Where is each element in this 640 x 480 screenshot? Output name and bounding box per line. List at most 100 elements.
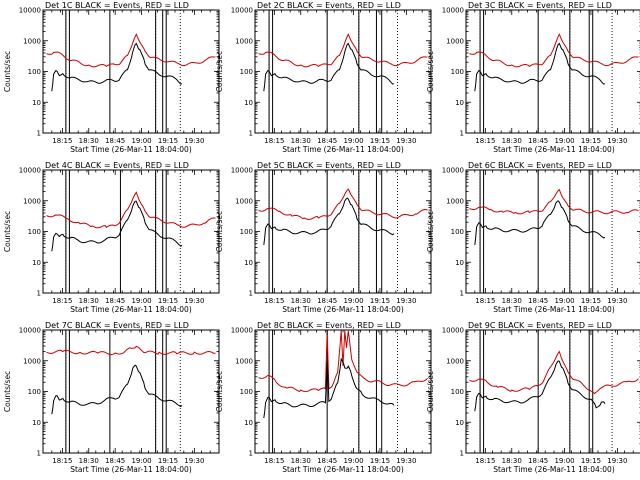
detector-panel: Det 2C BLACK = Events, RED = LLD 1 10 100 10… [215, 1, 432, 154]
x-axis-label: Start Time (26-Mar-11 18:04:00) [282, 305, 404, 314]
y-tick-label: 100 [28, 228, 41, 236]
detector-panel: Det 4C BLACK = Events, RED = LLD 1 10 100 10… [3, 161, 220, 314]
y-axis-label: Counts/sec [3, 51, 12, 92]
x-tick-label: 18:30 [79, 297, 99, 305]
plot-frame [465, 9, 640, 134]
y-tick-label: 1000 [446, 37, 464, 45]
lld-series-line [258, 188, 428, 221]
y-tick-label: 1000 [446, 197, 464, 205]
x-tick-label: 19:30 [396, 457, 416, 465]
x-tick-label: 19:00 [343, 137, 363, 145]
y-tick-label: 10 [455, 259, 464, 267]
detector-panel: Det 8C BLACK = Events, RED = LLD 1 10 100 10… [215, 321, 432, 474]
y-tick-label: 1 [460, 290, 464, 298]
x-tick-label: 19:15 [370, 137, 390, 145]
panel-title: Det 6C BLACK = Events, RED = LLD [468, 161, 612, 170]
y-tick-label: 10 [244, 99, 253, 107]
events-series-line [263, 357, 395, 419]
x-tick-label: 19:30 [607, 297, 627, 305]
y-tick-label: 100 [28, 388, 41, 396]
x-tick-label: 18:15 [264, 457, 284, 465]
x-tick-label: 18:45 [317, 457, 337, 465]
x-tick-label: 18:15 [52, 297, 72, 305]
x-tick-label: 18:30 [291, 457, 311, 465]
panel-title: Det 4C BLACK = Events, RED = LLD [45, 161, 189, 170]
y-tick-label: 1 [249, 290, 253, 298]
x-tick-label: 19:00 [554, 137, 574, 145]
x-axis-label: Start Time (26-Mar-11 18:04:00) [493, 305, 615, 314]
detector-panel: Det 9C BLACK = Events, RED = LLD 1 10 100 10… [426, 321, 640, 474]
lld-series-line [469, 188, 639, 215]
x-axis-label: Start Time (26-Mar-11 18:04:00) [493, 465, 615, 474]
y-tick-label: 10000 [231, 7, 253, 15]
y-tick-label: 10 [455, 99, 464, 107]
y-tick-label: 100 [240, 388, 253, 396]
events-series-line [51, 364, 183, 415]
events-series-line [51, 200, 183, 252]
x-tick-label: 19:30 [607, 137, 627, 145]
x-tick-label: 19:30 [396, 297, 416, 305]
y-tick-label: 1 [37, 450, 41, 458]
x-tick-label: 19:15 [370, 457, 390, 465]
y-tick-label: 1 [37, 130, 41, 138]
x-tick-label: 18:45 [528, 457, 548, 465]
x-axis-label: Start Time (26-Mar-11 18:04:00) [282, 145, 404, 154]
y-tick-label: 1 [37, 290, 41, 298]
lld-series-line [258, 33, 428, 68]
lld-series-line [258, 330, 428, 393]
x-tick-label: 18:30 [502, 457, 522, 465]
x-tick-label: 18:45 [317, 137, 337, 145]
panel-title: Det 9C BLACK = Events, RED = LLD [468, 321, 612, 330]
x-tick-label: 18:15 [264, 137, 284, 145]
y-tick-label: 10 [32, 259, 41, 267]
x-tick-label: 19:00 [131, 457, 151, 465]
panel-title: Det 8C BLACK = Events, RED = LLD [257, 321, 401, 330]
x-tick-label: 18:30 [291, 297, 311, 305]
y-tick-label: 10 [244, 259, 253, 267]
y-tick-label: 1000 [235, 37, 253, 45]
x-tick-label: 19:15 [581, 137, 601, 145]
x-tick-label: 18:45 [528, 137, 548, 145]
x-axis-label: Start Time (26-Mar-11 18:04:00) [493, 145, 615, 154]
panel-title: Det 3C BLACK = Events, RED = LLD [468, 1, 612, 10]
detector-panel: Det 6C BLACK = Events, RED = LLD 1 10 100 10… [426, 161, 640, 314]
lld-series-line [469, 33, 639, 68]
events-series-line [263, 42, 395, 92]
y-axis-label: Counts/sec [3, 371, 12, 412]
y-axis-label: Counts/sec [215, 51, 224, 92]
y-tick-label: 100 [240, 68, 253, 76]
x-tick-label: 19:15 [158, 297, 178, 305]
y-tick-label: 10000 [19, 7, 41, 15]
x-tick-label: 19:30 [396, 137, 416, 145]
x-tick-label: 18:15 [52, 457, 72, 465]
x-tick-label: 18:15 [475, 297, 495, 305]
x-tick-label: 19:15 [581, 297, 601, 305]
x-axis-label: Start Time (26-Mar-11 18:04:00) [70, 145, 192, 154]
y-tick-label: 100 [240, 228, 253, 236]
x-tick-label: 18:45 [528, 297, 548, 305]
y-tick-label: 10000 [442, 7, 464, 15]
x-tick-label: 19:30 [607, 457, 627, 465]
y-tick-label: 1 [460, 130, 464, 138]
detector-panel: Det 3C BLACK = Events, RED = LLD 1 10 100 10… [426, 1, 640, 154]
x-tick-label: 19:15 [370, 297, 390, 305]
x-axis-label: Start Time (26-Mar-11 18:04:00) [282, 465, 404, 474]
detector-panel: Det 5C BLACK = Events, RED = LLD 1 10 100 10… [215, 161, 432, 314]
y-axis-label: Counts/sec [426, 51, 435, 92]
y-tick-label: 1000 [235, 197, 253, 205]
x-tick-label: 19:30 [184, 137, 204, 145]
plot-frame [254, 329, 432, 454]
plot-frame [465, 169, 640, 294]
x-tick-label: 19:00 [554, 457, 574, 465]
x-tick-label: 18:45 [317, 297, 337, 305]
x-tick-label: 18:15 [52, 137, 72, 145]
y-tick-label: 1 [249, 130, 253, 138]
y-axis-label: Counts/sec [426, 211, 435, 252]
x-tick-label: 18:45 [105, 297, 125, 305]
y-tick-label: 10 [455, 419, 464, 427]
x-tick-label: 19:00 [343, 297, 363, 305]
y-tick-label: 1 [249, 450, 253, 458]
y-tick-label: 1000 [23, 357, 41, 365]
x-axis-label: Start Time (26-Mar-11 18:04:00) [70, 305, 192, 314]
x-tick-label: 19:15 [158, 137, 178, 145]
